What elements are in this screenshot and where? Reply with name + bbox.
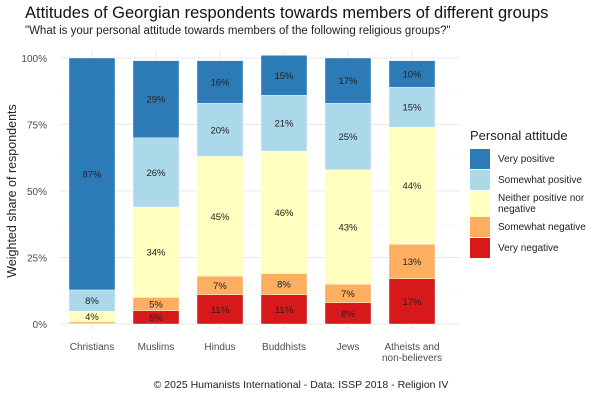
data-label: 4% [85,312,99,323]
legend-swatch [470,217,490,237]
data-label: 45% [210,212,230,223]
legend-title: Personal attitude [470,128,568,143]
x-tick-label: Jews [337,342,360,353]
legend-label: Neither positive nor negative [498,193,585,215]
data-label: 46% [274,208,294,219]
legend-swatch [470,170,490,190]
x-tick-label: Muslims [138,342,175,353]
data-label: 17% [338,76,358,87]
bar-segment [388,126,436,245]
bar-segment [324,169,372,285]
x-tick-label: Buddhists [262,342,306,353]
data-label: 87% [82,169,102,180]
legend-swatch [470,149,490,169]
bar-segment [324,57,372,104]
y-tick-label: 100% [21,54,47,65]
chart-subtitle: "What is your personal attitude towards … [25,25,451,37]
bar-segment [132,60,180,138]
y-tick-label: 75% [27,121,47,132]
bar-segment [260,95,308,152]
data-label: 7% [341,289,355,300]
y-tick-label: 25% [27,254,47,265]
data-label: 7% [213,281,227,292]
x-tick-label: Atheists and [384,342,439,353]
bar-segment [388,87,436,128]
x-tick-label: non-believers [382,353,442,364]
bar-segment [324,103,372,170]
data-label: 5% [149,313,163,324]
data-label: 8% [85,296,99,307]
data-label: 10% [402,69,422,80]
y-tick-label: 0% [33,320,48,331]
data-label: 17% [402,297,422,308]
data-label: 43% [338,222,358,233]
chart-title: Attitudes of Georgian respondents toward… [25,4,549,22]
bar-segment [68,57,116,291]
bar-segment [132,137,180,208]
data-label: 20% [210,125,230,136]
bar-segment [388,60,436,88]
data-label: 11% [211,305,230,316]
y-tick-label: 50% [27,187,47,198]
legend-label: Somewhat positive [498,175,582,186]
legend-swatch [470,191,490,217]
data-label: 44% [402,181,422,192]
bar-segment [260,294,308,325]
data-label: 26% [146,168,166,179]
legend-label: Very positive [498,154,555,165]
data-label: 16% [210,77,230,88]
data-label: 29% [146,95,166,106]
data-label: 13% [402,257,422,268]
bar-segment [260,55,308,96]
chart-caption: © 2025 Humanists International - Data: I… [153,379,449,391]
data-label: 15% [402,103,422,114]
bar-segment [388,243,436,279]
bar-segment [388,278,436,325]
data-label: 8% [277,280,291,291]
data-label: 5% [149,300,163,311]
data-label: 34% [146,248,166,259]
bar-segment [196,156,244,277]
bar-segment [260,150,308,274]
x-tick-label: Christians [70,342,114,353]
bar-segment [196,103,244,157]
bar-segment [196,60,244,104]
legend-label: Somewhat negative [498,222,586,233]
data-label: 15% [274,71,294,82]
bar-segment [132,206,180,298]
y-axis-label: Weighted share of respondents [5,104,19,278]
legend-swatch [470,238,490,258]
legend-label: Very negative [498,243,559,254]
data-label: 11% [275,305,294,316]
x-tick-label: Hindus [204,342,235,353]
data-label: 25% [338,132,358,143]
data-label: 8% [341,309,355,320]
data-label: 21% [274,119,294,130]
bar-segment [196,294,244,325]
